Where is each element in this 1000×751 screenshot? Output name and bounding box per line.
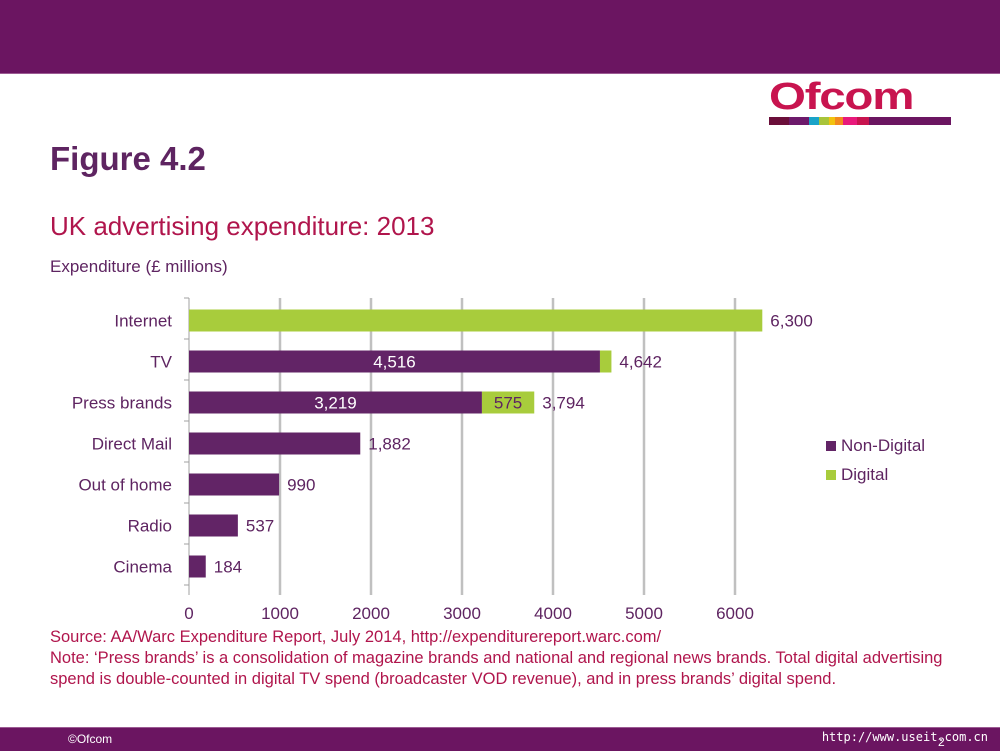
bar-digital — [599, 350, 612, 373]
logo-stripe-segment — [819, 117, 829, 125]
legend-swatch-digital — [826, 469, 836, 480]
logo-stripe-segment — [789, 117, 809, 125]
chart-legend: Non-Digital Digital — [826, 431, 925, 489]
x-tick-label: 5000 — [625, 604, 663, 623]
bar-total-label: 990 — [287, 476, 315, 495]
logo-wordmark: Ofcom — [769, 76, 914, 118]
chart-subtitle: UK advertising expenditure: 2013 — [50, 211, 435, 241]
bar-inner-label: 3,219 — [314, 394, 357, 413]
category-label: Direct Mail — [92, 435, 172, 454]
x-tick-label: 6000 — [716, 604, 754, 623]
bar-total-label: 537 — [246, 517, 274, 536]
bar-non-digital — [189, 473, 280, 496]
footer-band: ©Ofcom 2 http://www.useit.com.cn — [0, 727, 1000, 751]
logo-color-stripe — [769, 117, 951, 125]
x-tick-label: 1000 — [261, 604, 299, 623]
logo-stripe-segment — [835, 117, 843, 125]
bar-non-digital — [189, 514, 238, 537]
bar-non-digital — [189, 350, 600, 373]
bar-total-label: 1,882 — [368, 435, 411, 454]
bar-inner-label: 4,516 — [373, 353, 416, 372]
bar-non-digital — [189, 391, 482, 414]
x-tick-label: 4000 — [534, 604, 572, 623]
note-text: Note: ‘Press brands’ is a consolidation … — [50, 649, 943, 688]
bar-total-label: 6,300 — [770, 312, 813, 331]
legend-item-digital: Digital — [826, 460, 925, 489]
legend-label: Non-Digital — [841, 435, 926, 455]
logo-stripe-segment — [843, 117, 857, 125]
bar-digital — [189, 309, 763, 332]
copyright-text: ©Ofcom — [68, 732, 113, 746]
bar-chart: 0 1000 2000 3000 4000 5000 6000 Internet 6,300 TV… — [72, 297, 813, 623]
legend-label: Digital — [841, 464, 889, 484]
page-number: 2 — [938, 735, 945, 749]
bar-total-label: 3,794 — [542, 394, 585, 413]
figure-title: Figure 4.2 — [50, 140, 206, 177]
bar-total-label: 4,642 — [619, 353, 662, 372]
ofcom-logo: Ofcom — [769, 76, 951, 126]
notes-block: Source: AA/Warc Expenditure Report, July… — [50, 627, 960, 690]
watermark-url: http://www.useit.com.cn — [821, 730, 988, 744]
category-label: Radio — [128, 517, 172, 536]
header-band — [0, 0, 1000, 74]
bar-non-digital — [189, 555, 206, 578]
category-label: Out of home — [78, 476, 172, 495]
unit-label: Expenditure (£ millions) — [50, 257, 228, 276]
category-label: TV — [150, 353, 172, 372]
bar-non-digital — [189, 432, 361, 455]
legend-item-non-digital: Non-Digital — [826, 431, 925, 460]
logo-stripe-segment — [769, 117, 789, 125]
category-label: Internet — [114, 312, 172, 331]
logo-stripe-segment — [809, 117, 819, 125]
legend-swatch-non-digital — [826, 440, 836, 451]
category-label: Cinema — [113, 558, 172, 577]
logo-stripe-segment — [829, 117, 835, 125]
x-tick-label: 3000 — [443, 604, 481, 623]
logo-stripe-segment — [857, 117, 869, 125]
source-text: Source: AA/Warc Expenditure Report, July… — [50, 628, 662, 646]
bar-digital — [481, 391, 535, 414]
x-tick-label: 0 — [184, 604, 193, 623]
bar-inner-label: 575 — [494, 394, 522, 413]
logo-stripe-segment — [869, 117, 951, 125]
x-tick-label: 2000 — [352, 604, 390, 623]
bar-total-label: 184 — [214, 558, 242, 577]
category-label: Press brands — [72, 394, 172, 413]
